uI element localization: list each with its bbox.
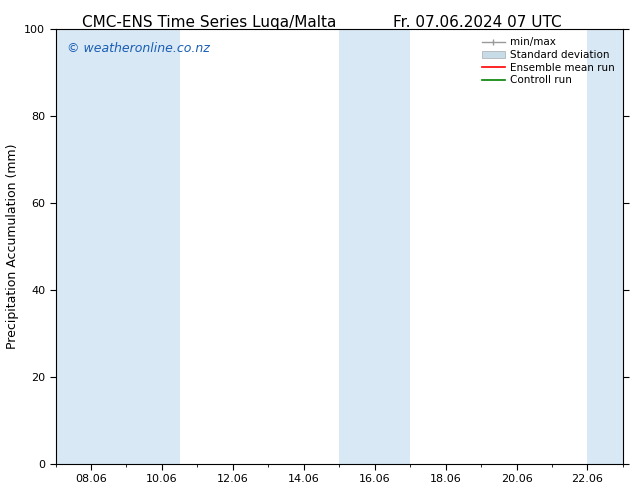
Legend: min/max, Standard deviation, Ensemble mean run, Controll run: min/max, Standard deviation, Ensemble me… — [479, 34, 618, 88]
Text: © weatheronline.co.nz: © weatheronline.co.nz — [67, 42, 210, 55]
Y-axis label: Precipitation Accumulation (mm): Precipitation Accumulation (mm) — [6, 144, 18, 349]
Bar — [56, 29, 126, 464]
Text: Fr. 07.06.2024 07 UTC: Fr. 07.06.2024 07 UTC — [393, 15, 562, 30]
Text: CMC-ENS Time Series Luqa/Malta: CMC-ENS Time Series Luqa/Malta — [82, 15, 337, 30]
Bar — [588, 29, 623, 464]
Bar — [339, 29, 410, 464]
Bar — [126, 29, 179, 464]
